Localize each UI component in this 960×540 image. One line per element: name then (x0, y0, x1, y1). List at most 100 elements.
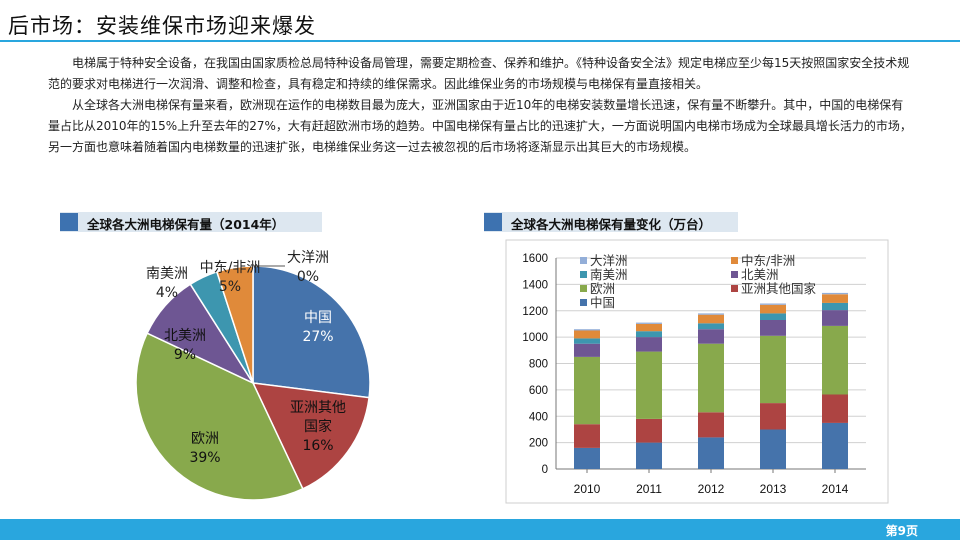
paragraph-2: 从全球各大洲电梯保有量来看，欧洲现在运作的电梯数目最为庞大，亚洲国家由于近10年… (48, 98, 912, 154)
legend-label: 北美洲 (741, 267, 779, 282)
bar-segment-2-3 (698, 329, 724, 344)
pie-slice-name: 中国 (304, 310, 332, 326)
bar-segment-0-3 (574, 343, 600, 357)
pie-slice-value: 0% (297, 269, 319, 285)
body-text: 电梯属于特种安全设备，在我国由国家质检总局特种设备局管理，需要定期检查、保养和维… (48, 53, 912, 158)
legend-label: 中东/非洲 (741, 253, 795, 268)
bar-segment-0-0 (574, 447, 600, 469)
pie-chart-header: 全球各大洲电梯保有量（2014年） (60, 212, 322, 232)
bar-segment-3-3 (760, 320, 786, 336)
pie-slice-name: 南美洲 (146, 266, 188, 282)
legend-label: 欧洲 (590, 281, 615, 296)
bar-segment-4-5 (822, 294, 848, 303)
header-band (484, 212, 738, 232)
legend-item: 南美洲 (580, 267, 628, 282)
pie-slice-value: 9% (174, 347, 196, 363)
legend-label: 南美洲 (590, 267, 628, 282)
legend-swatch (731, 271, 738, 278)
y-tick-label: 0 (542, 464, 548, 476)
x-tick-label: 2014 (822, 482, 849, 496)
bar-segment-3-0 (760, 429, 786, 469)
pie-slice-name: 亚洲其他 (290, 400, 346, 416)
bar-segment-0-4 (574, 338, 600, 344)
pie-label-6: 大洋洲 0% (287, 250, 329, 285)
pie-label-1: 亚洲其他国家 16% (290, 400, 346, 454)
pie-label-4: 南美洲 4% (146, 266, 188, 301)
bar-segment-1-3 (636, 337, 662, 352)
bar-segment-2-5 (698, 314, 724, 324)
bar-chart-title: 全球各大洲电梯保有量变化（万台） (511, 217, 712, 232)
bar-segment-1-0 (636, 442, 662, 469)
legend-item: 大洋洲 (580, 253, 628, 268)
legend-swatch (580, 271, 587, 278)
bar-segment-3-5 (760, 304, 786, 314)
x-tick-label: 2013 (760, 482, 787, 496)
title-divider (0, 40, 960, 42)
legend-swatch (731, 257, 738, 264)
legend-item: 北美洲 (731, 267, 779, 282)
legend-label: 中国 (590, 295, 615, 310)
paragraph-1: 电梯属于特种安全设备，在我国由国家质检总局特种设备局管理，需要定期检查、保养和维… (48, 56, 910, 91)
bar-segment-1-1 (636, 418, 662, 443)
pie-slice-name: 中东/非洲 (200, 260, 261, 276)
bar-segment-4-0 (822, 422, 848, 469)
y-tick-label: 400 (529, 411, 548, 423)
y-tick-label: 800 (529, 359, 548, 371)
pie-label-5: 中东/非洲 5% (200, 260, 261, 295)
pie-slice-5 (215, 265, 254, 384)
bar-segment-4-1 (822, 394, 848, 423)
y-tick-label: 200 (529, 438, 548, 450)
x-tick-label: 2010 (574, 482, 601, 496)
y-tick-label: 1400 (522, 279, 548, 291)
bar-segment-3-2 (760, 335, 786, 404)
footer-bar (0, 519, 960, 540)
legend-swatch (580, 257, 587, 264)
header-square-icon (484, 213, 502, 231)
y-tick-label: 600 (529, 385, 548, 397)
pie-slice-name: 大洋洲 (287, 250, 329, 266)
bar-segment-0-6 (574, 329, 600, 331)
x-tick-label: 2011 (636, 482, 662, 496)
pie-slice-name: 国家 (304, 418, 332, 435)
legend-item: 亚洲其他国家 (731, 281, 817, 296)
legend-swatch (580, 299, 587, 306)
bar-segment-4-3 (822, 310, 848, 326)
page-number: 第9页 (885, 524, 918, 538)
pie-slice-2 (135, 332, 304, 501)
slide-title: 后市场：安装维保市场迎来爆发 (8, 14, 316, 38)
bar-segment-2-0 (698, 437, 724, 469)
pie-slice-name: 欧洲 (191, 431, 219, 447)
bar-segment-1-2 (636, 351, 662, 419)
bar-segment-2-1 (698, 412, 724, 438)
pie-slice-name: 北美洲 (164, 328, 206, 344)
bar-chart-frame (505, 239, 889, 504)
bar-segment-1-6 (636, 322, 662, 324)
pie-label-2: 欧洲 39% (189, 431, 220, 466)
pie-label-0: 中国 27% (302, 310, 333, 345)
pie-slice-0 (252, 265, 371, 399)
bar-segment-0-1 (574, 424, 600, 448)
legend-label: 大洋洲 (590, 253, 628, 268)
legend-label: 亚洲其他国家 (741, 281, 817, 296)
y-tick-label: 1200 (522, 306, 548, 318)
header-square-icon (60, 213, 78, 231)
legend-item: 欧洲 (580, 281, 615, 296)
pie-slice-value: 27% (302, 329, 333, 345)
bar-segment-1-5 (636, 323, 662, 332)
bar-segment-1-4 (636, 331, 662, 338)
legend-item: 中东/非洲 (731, 253, 795, 268)
y-tick-label: 1600 (522, 253, 548, 265)
bar-segment-0-5 (574, 330, 600, 339)
bar-segment-0-2 (574, 356, 600, 425)
bar-segment-3-6 (760, 303, 786, 305)
header-band (60, 212, 322, 232)
bar-chart-header: 全球各大洲电梯保有量变化（万台） (484, 212, 738, 232)
y-tick-label: 1000 (522, 332, 548, 344)
legend-swatch (580, 285, 587, 292)
pie-slice-value: 5% (219, 279, 241, 295)
pie-slice-value: 16% (302, 438, 333, 454)
pie-slice-1 (251, 382, 370, 490)
bar-segment-4-6 (822, 292, 848, 295)
